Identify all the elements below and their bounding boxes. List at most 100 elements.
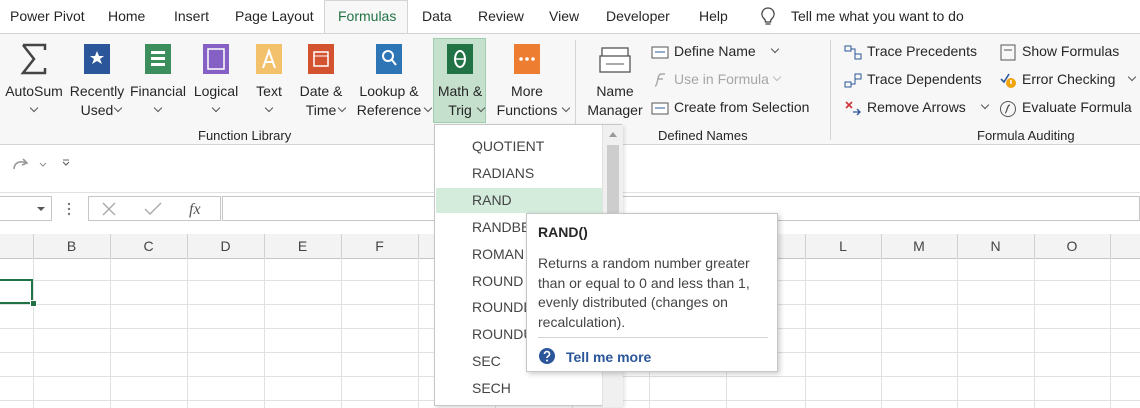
function-button-label[interactable]: Text (256, 83, 282, 99)
column-header[interactable]: C (143, 238, 154, 254)
column-divider (264, 234, 265, 258)
tell-me-box[interactable]: Tell me what you want to do (791, 8, 964, 24)
column-header[interactable]: E (297, 238, 308, 254)
enter-button[interactable] (144, 202, 162, 216)
auditing-command[interactable]: Show Formulas (1022, 43, 1120, 59)
auditing-icon-svg (844, 45, 862, 60)
tooltip-description: Returns a random number greater than or … (538, 255, 750, 330)
help-icon[interactable] (538, 347, 556, 365)
ribbon-tab[interactable]: Page Layout (235, 8, 314, 24)
formula-buttons (88, 196, 221, 221)
column-divider (110, 234, 111, 258)
function-button-label[interactable]: More (511, 83, 543, 99)
function-button-label[interactable]: AutoSum (5, 83, 63, 99)
function-button-label[interactable]: Functions (496, 102, 558, 118)
function-button-label[interactable]: Logical (193, 83, 239, 99)
function-button-label[interactable]: Financial (129, 83, 187, 99)
function-item[interactable]: SECH (472, 380, 511, 397)
scroll-up[interactable] (608, 131, 618, 139)
ribbon-tab[interactable]: Home (108, 8, 146, 24)
function-icon (19, 43, 49, 78)
ribbon-tab[interactable]: Review (478, 8, 524, 24)
group-label: Function Library (198, 128, 292, 143)
function-item[interactable]: ROUND (472, 272, 524, 289)
gridline-v (33, 258, 34, 408)
column-header[interactable]: L (839, 238, 847, 254)
separator (575, 40, 576, 140)
auditing-command[interactable]: Error Checking (1022, 71, 1116, 87)
defined-name-command[interactable]: Define Name (674, 43, 756, 59)
separator (830, 40, 831, 140)
active-tab-bg (324, 0, 408, 34)
function-button-label[interactable]: Recently (69, 83, 125, 99)
redo-icons (13, 158, 70, 170)
function-item[interactable]: QUOTIENT (472, 138, 545, 154)
function-button-label[interactable]: Lookup & (359, 83, 419, 99)
auditing-icon-svg (844, 73, 862, 88)
ribbon-tab[interactable]: Insert (174, 8, 210, 24)
auditing-command[interactable]: Trace Precedents (867, 43, 977, 59)
dropdown-caret (153, 103, 163, 113)
ribbon-tab[interactable]: Developer (606, 8, 670, 24)
auditing-command[interactable]: Trace Dependents (867, 71, 982, 87)
defined-name-command[interactable]: Use in Formula (674, 71, 769, 87)
splitter[interactable] (66, 201, 72, 217)
column-header[interactable]: O (1066, 238, 1078, 254)
column-header[interactable]: D (220, 238, 231, 254)
function-item[interactable]: RADIANS (472, 164, 535, 181)
function-item[interactable]: ROUNDUP (472, 326, 543, 343)
gridline-v (881, 258, 882, 408)
name-manager-label[interactable]: Name (596, 83, 634, 99)
auditing-command[interactable]: Evaluate Formula (1022, 99, 1132, 115)
column-header[interactable]: F (375, 238, 384, 254)
function-button-label[interactable]: Used (80, 102, 114, 118)
selected-cell[interactable] (0, 279, 33, 304)
dropdown-caret (980, 100, 990, 110)
defined-name-command[interactable]: Create from Selection (674, 99, 810, 115)
gridline-v (1034, 258, 1035, 408)
scroll-thumb[interactable] (607, 145, 619, 215)
function-item[interactable]: ROMAN (472, 245, 525, 262)
auditing-icon-svg (1000, 73, 1016, 88)
auditing-icon (999, 100, 1017, 120)
cancel-button[interactable] (101, 202, 117, 216)
auditing-icon-svg (1000, 44, 1016, 61)
function-icon (254, 43, 284, 78)
function-icon-svg (203, 44, 229, 74)
ribbon-tab[interactable]: Help (699, 8, 728, 24)
column-divider (33, 234, 34, 258)
function-button-label[interactable]: Time (305, 102, 337, 118)
column-header[interactable]: B (66, 238, 77, 254)
gridline-v (110, 258, 111, 408)
function-button-label[interactable]: Trig (448, 102, 472, 118)
column-divider (1034, 234, 1035, 258)
auditing-icon (844, 100, 862, 120)
ribbon-tab[interactable]: Power Pivot (10, 8, 85, 24)
name-box-arrow[interactable] (36, 205, 46, 213)
function-icon (201, 43, 231, 78)
insert-function-button[interactable]: fx (189, 201, 201, 218)
function-button-label[interactable]: Reference (356, 102, 422, 118)
name-manager-label[interactable]: Manager (587, 102, 643, 118)
function-icon-svg (256, 44, 282, 74)
auditing-icon-svg (845, 101, 861, 116)
function-icon-svg (20, 43, 47, 75)
defined-name-icon (651, 72, 669, 91)
function-item[interactable]: SEC (472, 353, 501, 370)
tooltip-divider (538, 337, 768, 338)
function-icon-svg (84, 44, 110, 74)
ribbon-tab[interactable]: Data (422, 8, 452, 24)
function-button-label[interactable]: Date & (299, 83, 343, 99)
name-box[interactable] (0, 196, 52, 221)
column-header[interactable]: M (913, 238, 925, 254)
auditing-command[interactable]: Remove Arrows (867, 99, 966, 115)
tooltip-title: RAND() (538, 224, 588, 240)
function-icon-svg (447, 44, 473, 74)
function-item[interactable]: RAND (472, 191, 512, 208)
ribbon-tab[interactable]: View (549, 8, 580, 24)
function-icon (374, 43, 404, 78)
column-header[interactable]: N (990, 238, 1001, 254)
function-button-label[interactable]: Math & (437, 83, 483, 99)
tell-me-more-link[interactable]: Tell me more (566, 349, 652, 365)
ribbon-tab[interactable]: Formulas (338, 8, 397, 24)
